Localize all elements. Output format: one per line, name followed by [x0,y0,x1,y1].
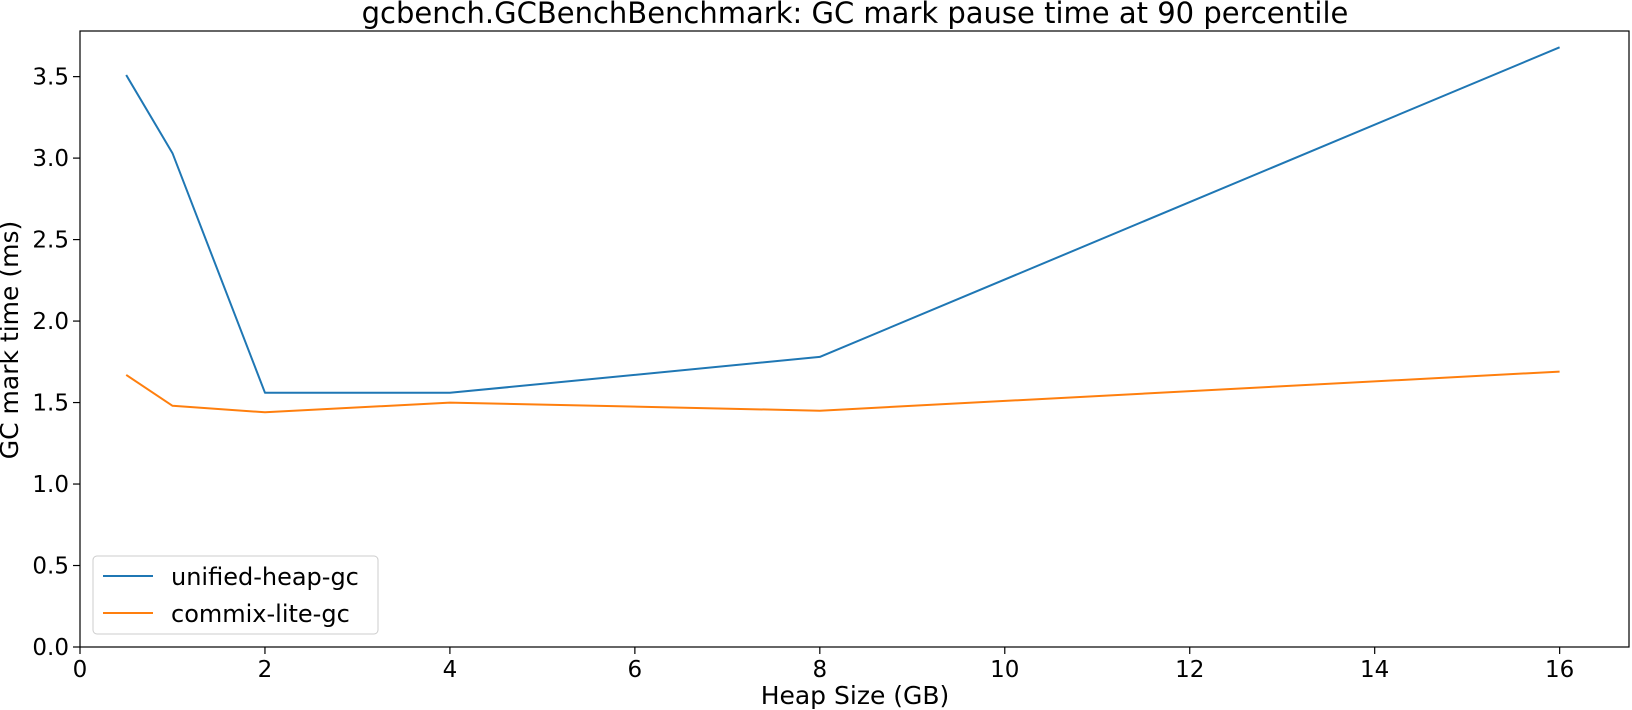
x-tick-label: 8 [813,657,828,683]
y-tick-label: 2.0 [32,309,69,335]
y-tick-label: 3.5 [32,65,69,91]
y-axis-ticks: 0.0 0.5 1.0 1.5 2.0 2.5 3.0 3.5 [32,65,80,661]
y-tick-label: 0.5 [32,554,69,580]
y-tick-label: 1.5 [32,391,69,417]
x-axis-label: Heap Size (GB) [761,681,950,710]
x-tick-label: 6 [628,657,643,683]
x-tick-label: 2 [258,657,273,683]
x-axis-ticks: 0 2 4 6 8 10 12 14 16 [73,647,1574,683]
chart-title: gcbench.GCBenchBenchmark: GC mark pause … [362,0,1349,30]
y-tick-label: 3.0 [32,146,69,172]
x-tick-label: 12 [1175,657,1204,683]
x-tick-label: 16 [1545,657,1574,683]
legend-label-unified-heap-gc: unified-heap-gc [171,563,359,591]
x-tick-label: 14 [1360,657,1389,683]
y-tick-label: 1.0 [32,472,69,498]
legend-box [92,555,379,635]
x-tick-label: 10 [990,657,1019,683]
legend-label-commix-lite-gc: commix-lite-gc [171,600,350,628]
y-tick-label: 0.0 [32,635,69,661]
y-tick-label: 2.5 [32,228,69,254]
series-line-commix-lite-gc [125,370,1560,414]
plot-lines [125,46,1560,414]
legend: unified-heap-gc commix-lite-gc [92,555,379,635]
plot-frame [79,30,1630,648]
series-line-unified-heap-gc [125,46,1560,394]
x-tick-label: 4 [443,657,458,683]
x-tick-label: 0 [73,657,88,683]
y-axis-label: GC mark time (ms) [0,221,24,459]
